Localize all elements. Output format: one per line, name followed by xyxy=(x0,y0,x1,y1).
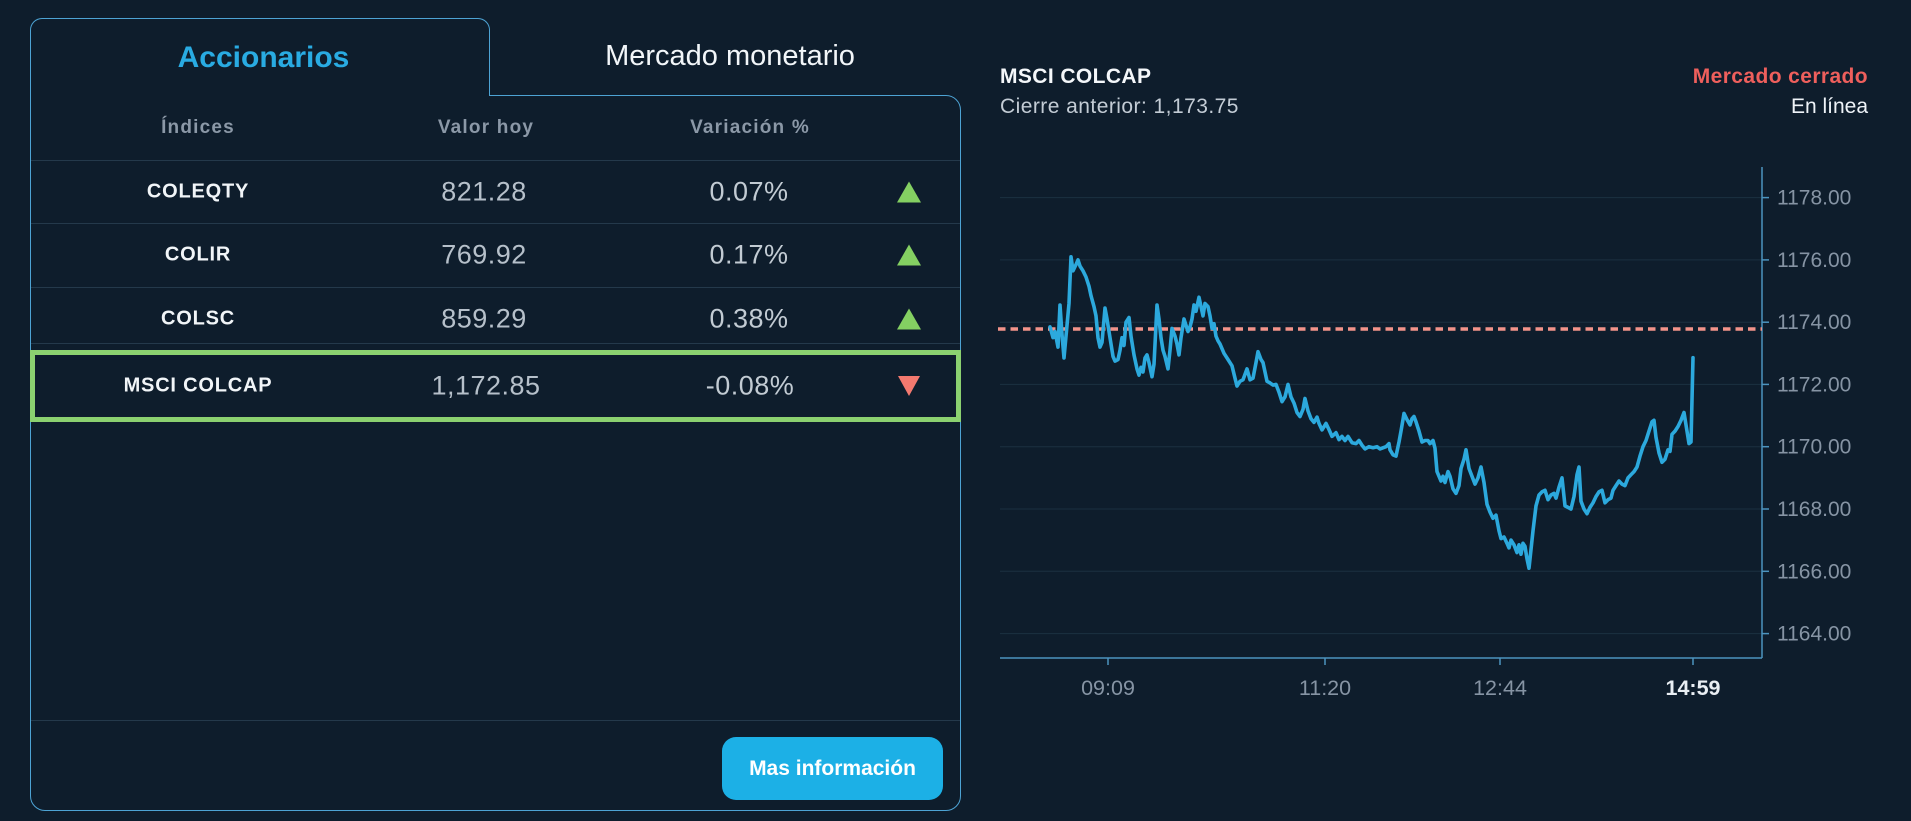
svg-text:1174.00: 1174.00 xyxy=(1777,311,1851,334)
svg-text:1168.00: 1168.00 xyxy=(1777,498,1851,521)
svg-text:11:20: 11:20 xyxy=(1299,676,1351,700)
svg-text:14:59: 14:59 xyxy=(1666,676,1721,700)
svg-text:1178.00: 1178.00 xyxy=(1777,187,1851,210)
svg-text:1176.00: 1176.00 xyxy=(1777,249,1851,272)
svg-text:1170.00: 1170.00 xyxy=(1777,436,1851,459)
svg-text:1164.00: 1164.00 xyxy=(1777,623,1851,646)
svg-text:09:09: 09:09 xyxy=(1081,676,1135,700)
svg-text:1166.00: 1166.00 xyxy=(1777,560,1851,583)
svg-text:12:44: 12:44 xyxy=(1473,676,1527,700)
svg-text:1172.00: 1172.00 xyxy=(1777,373,1851,396)
